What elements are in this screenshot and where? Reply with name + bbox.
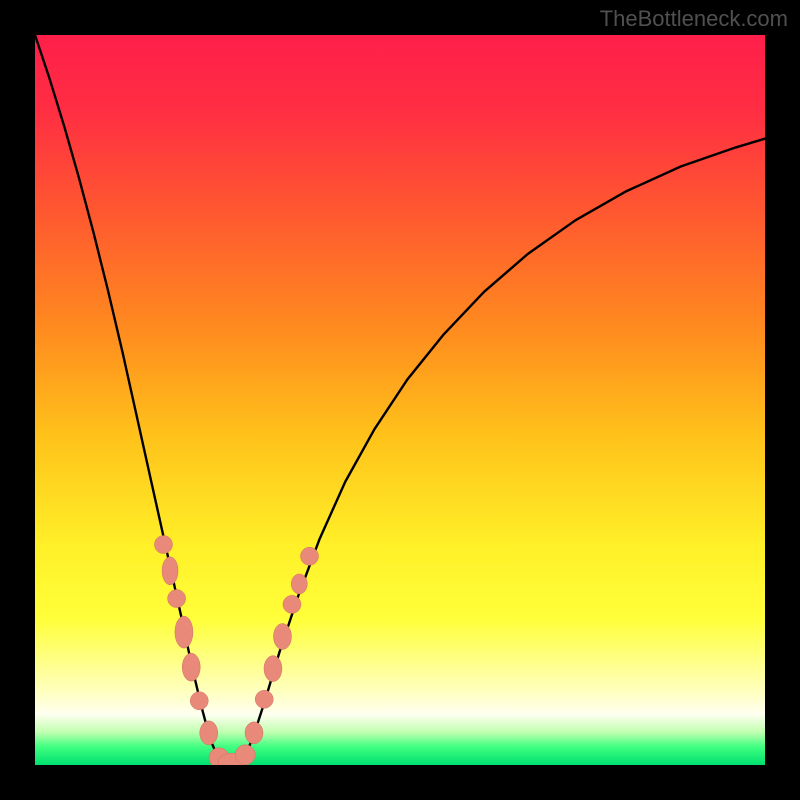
data-marker [255, 690, 273, 708]
watermark-label: TheBottleneck.com [600, 6, 788, 32]
data-marker [235, 745, 255, 765]
plot-area [35, 35, 765, 765]
data-marker [245, 722, 263, 744]
data-marker [283, 595, 301, 613]
data-marker [273, 624, 291, 650]
chart-svg [35, 35, 765, 765]
data-marker [200, 721, 218, 745]
chart-frame: TheBottleneck.com [0, 0, 800, 800]
data-marker [162, 557, 178, 585]
data-marker [291, 574, 307, 594]
data-marker [168, 590, 186, 608]
data-marker [300, 547, 318, 565]
gradient-background [35, 35, 765, 765]
data-marker [182, 653, 200, 681]
data-marker [264, 656, 282, 682]
data-marker [154, 536, 172, 554]
data-marker [175, 616, 193, 648]
data-marker [190, 692, 208, 710]
